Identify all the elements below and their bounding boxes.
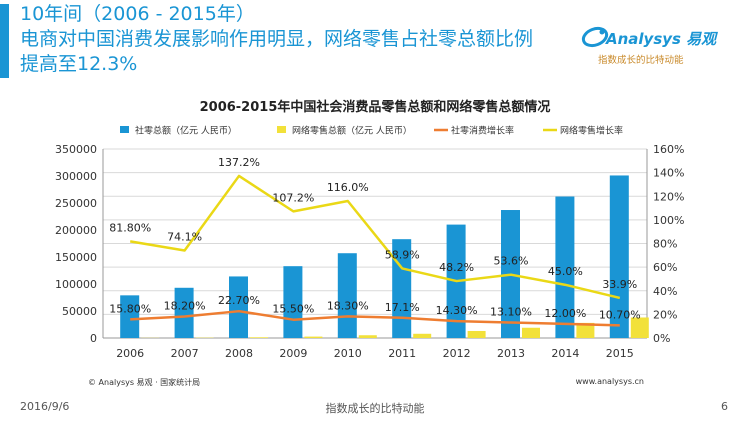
y-left-tick-label: 350000 [55,143,97,156]
bar-online-retail [413,333,432,338]
y-right-tick-label: 120% [653,190,684,203]
data-label-online-growth: 45.0% [548,265,583,278]
bar-online-retail [576,322,595,338]
website-url: www.analysys.cn [575,377,644,386]
footer-date: 2016/9/6 [20,400,70,413]
x-tick-label: 2014 [551,347,579,360]
bar-online-retail [358,335,377,338]
legend-label: 社零消费增长率 [451,125,514,137]
y-right-tick-label: 80% [653,238,677,251]
data-label-online-growth: 33.9% [602,278,637,291]
y-right-tick-label: 140% [653,167,684,180]
footer-slogan: 指数成长的比特动能 [325,402,425,415]
y-right-tick-label: 100% [653,214,684,227]
data-label-retail-growth: 18.30% [327,299,369,312]
y-left-tick-label: 300000 [55,170,97,183]
bar-online-retail [630,317,649,338]
page-number: 6 [721,400,728,413]
data-label-online-growth: 137.2% [218,156,260,169]
data-label-online-growth: 48.2% [439,261,474,274]
headline-line-3: 提高至12.3% [20,53,138,75]
data-label-online-growth: 58.9% [385,248,420,261]
x-tick-label: 2007 [171,347,199,360]
data-label-retail-growth: 10.70% [599,308,641,321]
x-tick-label: 2013 [497,347,525,360]
x-tick-label: 2011 [388,347,416,360]
logo-tagline: 指数成长的比特动能 [598,55,684,66]
data-label-retail-growth: 13.10% [490,306,532,319]
legend-swatch [120,126,129,133]
legend-label: 网络零售总额（亿元 人民币） [292,125,412,137]
data-label-retail-growth: 15.50% [272,303,314,316]
legend-label: 网络零售增长率 [560,125,623,137]
data-label-online-growth: 107.2% [272,191,314,204]
bar-online-retail [522,327,540,338]
data-label-online-growth: 116.0% [327,181,369,194]
bar-retail-total [174,287,194,338]
y-left-tick-label: 150000 [55,251,97,264]
logo-brand: Analysys 易观 [606,30,717,48]
x-tick-label: 2012 [443,347,471,360]
y-left-tick-label: 0 [90,332,97,345]
data-label-online-growth: 74.1% [167,230,202,243]
analysys-logo: Analysys 易观 指数成长的比特动能 [580,22,745,72]
data-label-retail-growth: 22.70% [218,294,260,307]
data-label-retail-growth: 17.1% [385,301,420,314]
x-tick-label: 2008 [225,347,253,360]
y-left-tick-label: 250000 [55,197,97,210]
bar-retail-total [120,295,140,338]
headline-line-2: 电商对中国消费发展影响作用明显，网络零售占社零总额比例 [20,28,534,50]
data-label-retail-growth: 18.20% [164,300,206,313]
bar-online-retail [250,337,268,338]
y-left-tick-label: 200000 [55,224,97,237]
legend-swatch [277,126,286,133]
y-right-tick-label: 40% [653,285,677,298]
headline-line-1: 10年间（2006 - 2015年） [20,3,255,25]
legend-label: 社零总额（亿元 人民币） [135,125,237,137]
headline: 10年间（2006 - 2015年） 电商对中国消费发展影响作用明显，网络零售占… [20,2,600,77]
data-label-retail-growth: 14.30% [436,304,478,317]
source-note: © Analysys 易观 · 国家统计局 [88,378,201,387]
analysys-swirl-icon [581,26,609,48]
bar-online-retail [304,336,323,338]
x-tick-label: 2006 [116,347,144,360]
chart-title: 2006-2015年中国社会消费品零售总额和网络零售总额情况 [199,100,551,115]
x-tick-label: 2015 [606,347,634,360]
y-right-tick-label: 20% [653,308,677,321]
y-right-tick-label: 160% [653,143,684,156]
bar-online-retail [467,330,486,338]
bar-retail-total [337,253,357,338]
y-left-tick-label: 50000 [62,305,97,318]
line-online-growth [129,174,621,300]
data-label-online-growth: 53.6% [494,255,529,268]
accent-bar [0,4,9,78]
data-label-retail-growth: 12.00% [544,307,586,320]
bar-retail-total [555,196,575,338]
x-tick-label: 2009 [279,347,307,360]
y-right-tick-label: 0% [653,332,670,345]
y-right-tick-label: 60% [653,261,677,274]
data-label-online-growth: 81.80% [109,221,151,234]
data-label-retail-growth: 15.80% [109,302,151,315]
y-left-tick-label: 100000 [55,278,97,291]
bar-retail-total [229,276,248,338]
x-tick-label: 2010 [334,347,362,360]
line-retail-growth [130,309,620,327]
